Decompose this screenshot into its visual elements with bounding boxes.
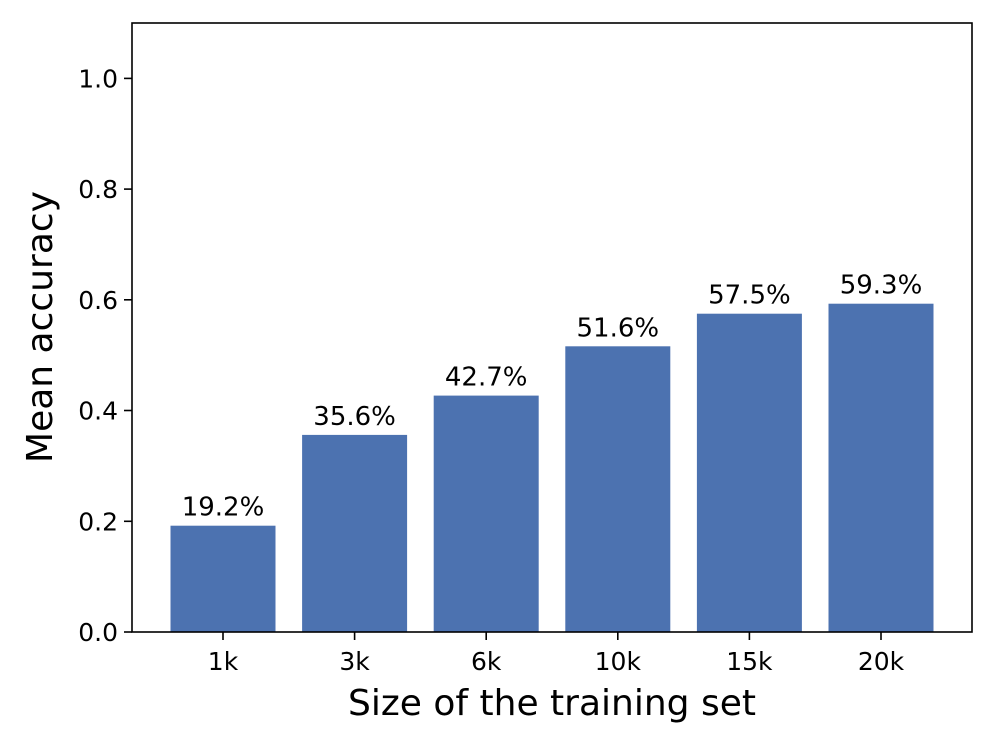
- bar-data-label: 35.6%: [313, 402, 396, 432]
- bars-group: [170, 303, 934, 632]
- bar-data-label: 57.5%: [708, 281, 791, 311]
- y-tick-label: 0.2: [78, 507, 118, 536]
- plot-frame: [131, 22, 973, 633]
- bar-data-label: 42.7%: [445, 363, 528, 393]
- bar-20k: [828, 303, 934, 632]
- x-tick-label: 6k: [471, 647, 502, 676]
- y-tick-label: 0.8: [78, 175, 118, 204]
- bar-data-label: 59.3%: [840, 271, 923, 301]
- bar-6k: [433, 395, 539, 632]
- y-tick-label: 1.0: [78, 64, 118, 93]
- x-tick-label: 10k: [595, 647, 642, 676]
- x-axis-title: Size of the training set: [348, 683, 756, 724]
- y-axis-title: Mean accuracy: [20, 191, 61, 463]
- bar-15k: [696, 313, 802, 632]
- x-tick-label: 3k: [339, 647, 370, 676]
- bar-10k: [565, 346, 671, 632]
- y-tick-label: 0.6: [78, 286, 118, 315]
- bar-labels-group: 19.2% 35.6% 42.7% 51.6% 57.5% 59.3%: [182, 271, 923, 523]
- bar-data-label: 19.2%: [182, 493, 265, 523]
- bar-data-label: 51.6%: [576, 313, 659, 343]
- y-tick-label: 0.4: [78, 397, 118, 426]
- bar-1k: [170, 525, 276, 632]
- y-axis-ticks: 0.0 0.2 0.4 0.6 0.8 1.0: [78, 64, 132, 647]
- x-tick-label: 15k: [726, 647, 773, 676]
- x-tick-label: 1k: [208, 647, 239, 676]
- y-tick-label: 0.0: [78, 618, 118, 647]
- bar-3k: [302, 434, 408, 632]
- x-axis-ticks: 1k 3k 6k 10k 15k 20k: [208, 632, 905, 676]
- x-tick-label: 20k: [858, 647, 905, 676]
